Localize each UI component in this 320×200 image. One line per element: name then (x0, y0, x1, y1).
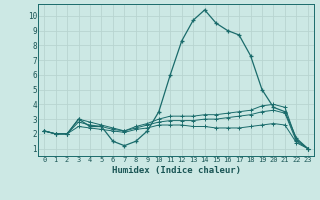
X-axis label: Humidex (Indice chaleur): Humidex (Indice chaleur) (111, 166, 241, 175)
